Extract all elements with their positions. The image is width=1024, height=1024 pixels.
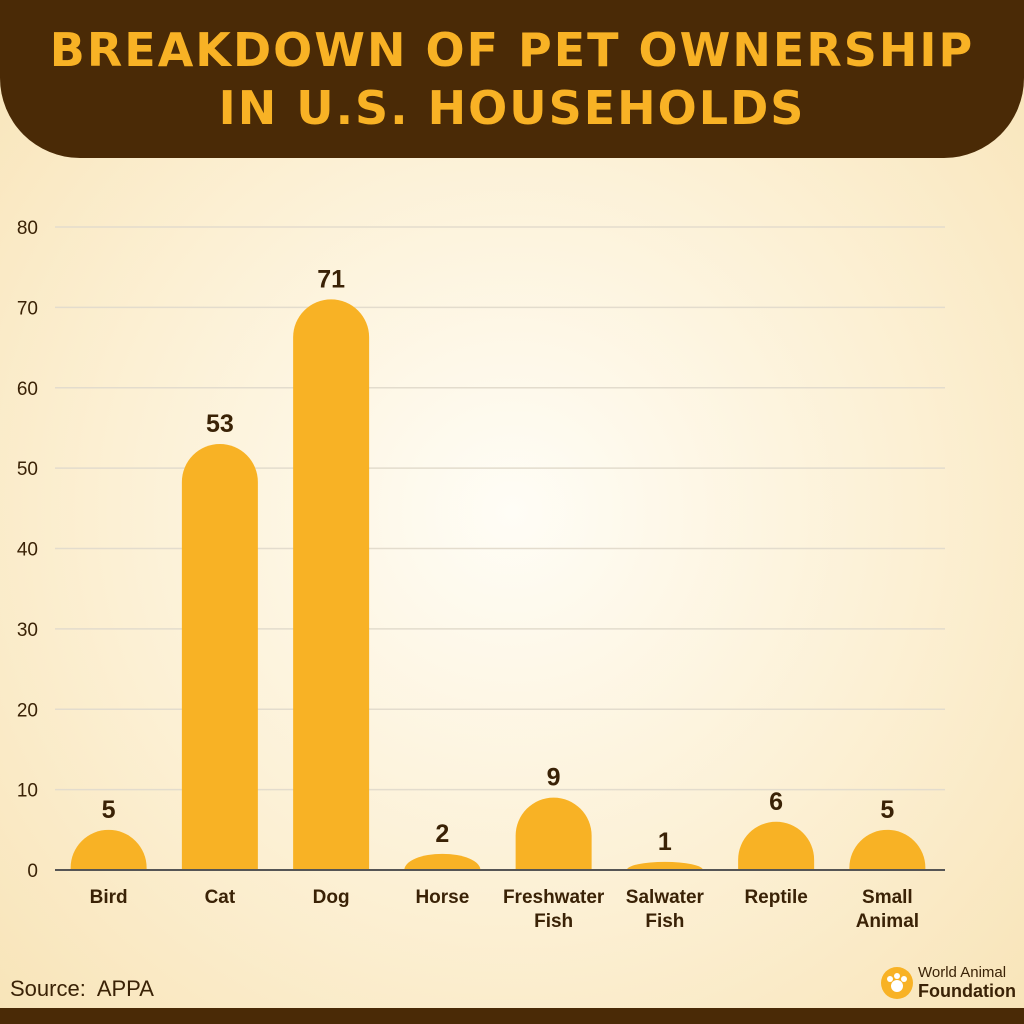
y-tick-label: 50 <box>17 459 38 480</box>
data-label: 5 <box>880 796 894 824</box>
y-tick-label: 0 <box>27 861 38 882</box>
y-tick-label: 10 <box>17 781 38 802</box>
header-banner: BREAKDOWN OF PET OWNERSHIP IN U.S. HOUSE… <box>0 0 1024 158</box>
data-label: 2 <box>435 820 449 848</box>
logo-text-line-2: Foundation <box>918 981 1016 1001</box>
data-label: 53 <box>206 410 234 438</box>
x-tick-label: Freshwater <box>503 887 605 908</box>
x-tick-label: Horse <box>415 887 469 908</box>
x-tick-label: Reptile <box>744 887 807 908</box>
world-animal-foundation-logo: World Animal Foundation <box>880 962 1020 1004</box>
bar <box>181 444 258 870</box>
y-tick-label: 30 <box>17 620 38 641</box>
data-label: 71 <box>317 265 345 293</box>
bar <box>404 853 481 870</box>
bar <box>626 861 703 870</box>
logo-text-line-1: World Animal <box>918 964 1007 981</box>
data-label: 6 <box>769 788 783 816</box>
bar <box>849 829 926 870</box>
x-tick-label: Bird <box>90 887 128 908</box>
bar <box>738 821 815 870</box>
bar <box>70 829 147 870</box>
x-tick-label: Dog <box>313 887 350 908</box>
chart-title-line-2: IN U.S. HOUSEHOLDS <box>218 81 806 135</box>
bar <box>293 299 370 870</box>
y-tick-label: 40 <box>17 540 38 561</box>
x-tick-label: Fish <box>645 911 684 932</box>
chart-title-line-1: BREAKDOWN OF PET OWNERSHIP <box>49 23 975 77</box>
bar <box>515 797 592 870</box>
data-label: 1 <box>658 828 672 856</box>
y-tick-label: 20 <box>17 700 38 721</box>
y-tick-label: 80 <box>17 218 38 239</box>
footer-bar <box>0 1008 1024 1024</box>
bar-chart: 0 10 20 30 40 50 60 70 80 5 Bird 53 Cat 71 Dog 2 Horse 9 F… <box>17 218 945 932</box>
x-tick-label: Fish <box>534 911 573 932</box>
data-label: 9 <box>547 764 561 792</box>
y-tick-label: 70 <box>17 298 38 319</box>
x-tick-label: Small <box>862 887 913 908</box>
x-tick-label: Animal <box>856 911 919 932</box>
paw-logo-icon <box>881 967 913 999</box>
x-tick-label: Cat <box>205 887 236 908</box>
source-note: Source: APPA <box>10 976 154 1001</box>
y-tick-label: 60 <box>17 379 38 400</box>
data-label: 5 <box>102 796 116 824</box>
x-tick-label: Salwater <box>626 887 705 908</box>
